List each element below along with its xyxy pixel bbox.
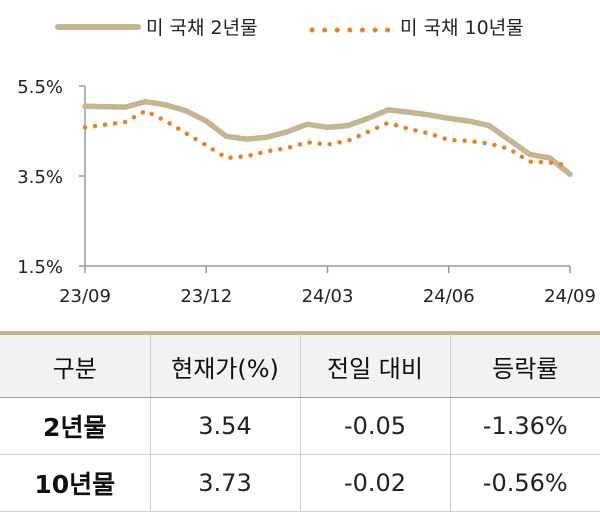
x-axis-ticks: 23/09 23/12 24/03 24/06 24/09: [59, 266, 596, 307]
row-2y-current: 3.54: [149, 397, 300, 455]
row-10y-change: -0.02: [299, 454, 450, 512]
chart-legend: 미 국채 2년물 미 국채 10년물: [55, 17, 524, 39]
row-2y-label: 2년물: [0, 397, 150, 455]
y-tick-label: 5.5%: [17, 77, 63, 98]
x-tick-label: 24/06: [423, 286, 475, 307]
header-current-price: 현재가(%): [149, 331, 300, 398]
row-10y-rate: -0.56%: [449, 454, 600, 512]
x-tick-label: 24/03: [302, 286, 354, 307]
series-line-2y: [82, 98, 573, 177]
y-tick-label: 1.5%: [17, 257, 63, 278]
x-tick-label: 23/12: [180, 286, 232, 307]
legend-label-10y: 미 국채 10년물: [400, 17, 524, 39]
header-category: 구분: [0, 331, 150, 398]
row-2y-rate: -1.36%: [449, 397, 600, 455]
series-line-10y: [82, 108, 573, 168]
x-tick-label: 24/09: [544, 286, 596, 307]
row-10y-current: 3.73: [149, 454, 300, 512]
yield-chart: 미 국채 2년물 미 국채 10년물 5.5%3.5%1.5% 23/09 23/…: [17, 17, 596, 307]
table-header-row: 구분 현재가(%) 전일 대비 등락률: [0, 331, 600, 398]
x-tick-label: 23/09: [59, 286, 111, 307]
row-2y-change: -0.05: [299, 397, 450, 455]
table-row: 2년물 3.54 -0.05 -1.36%: [0, 397, 600, 455]
plot-area: [82, 98, 573, 177]
row-10y-label: 10년물: [0, 454, 150, 512]
legend-label-2y: 미 국채 2년물: [146, 17, 258, 39]
header-day-change: 전일 대비: [299, 331, 450, 398]
yield-summary-table: 구분 현재가(%) 전일 대비 등락률 2년물 3.54 -0.05 -1.36…: [0, 331, 600, 512]
header-change-rate: 등락률: [449, 331, 600, 398]
y-tick-label: 3.5%: [17, 167, 63, 188]
table-row: 10년물 3.73 -0.02 -0.56%: [0, 454, 600, 512]
y-axis-ticks: 5.5% 3.5% 1.5%: [17, 77, 85, 278]
